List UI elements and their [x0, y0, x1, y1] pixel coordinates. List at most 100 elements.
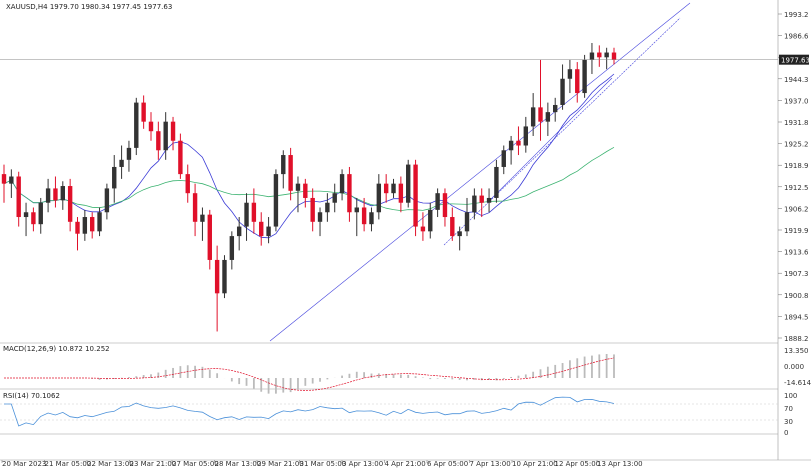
time-tick-label: 20 Mar 2023: [2, 460, 46, 468]
candle-body: [604, 52, 609, 58]
candle: [163, 112, 168, 160]
candle: [112, 155, 117, 203]
candle: [45, 178, 51, 213]
chart-header: XAUUSD,H4 1979.70 1980.34 1977.45 1977.6…: [6, 3, 172, 11]
rsi-tick-label: 0: [784, 429, 788, 437]
candle-body: [479, 195, 484, 203]
candle: [134, 97, 139, 156]
candle-body: [119, 159, 124, 167]
price-tick-label: 1925.2: [784, 141, 809, 149]
candle-body: [508, 140, 514, 151]
current-price-label: 1977.63: [781, 57, 810, 65]
candle-body: [89, 217, 95, 232]
candle: [310, 188, 315, 232]
candle-body: [310, 197, 315, 222]
candle-body: [303, 183, 308, 198]
candle: [538, 59, 543, 141]
candle: [420, 212, 426, 241]
candle: [611, 47, 617, 65]
candle-body: [530, 107, 536, 127]
candle-body: [317, 212, 323, 222]
candle-body: [200, 214, 205, 222]
candle-body: [60, 186, 65, 201]
candle: [567, 59, 573, 94]
channel-lower-line: [443, 17, 681, 246]
candle: [457, 226, 462, 251]
candle-body: [516, 140, 521, 146]
price-tick-label: 1918.9: [784, 162, 809, 170]
candle-body: [361, 207, 367, 225]
candle-body: [104, 188, 110, 213]
current-price-badge: [779, 54, 809, 65]
candle-body: [589, 52, 595, 60]
candle: [589, 42, 595, 74]
time-tick-label: 21 Mar 05:00: [45, 460, 92, 468]
candle: [494, 159, 499, 203]
candle-body: [450, 217, 455, 237]
candle: [479, 188, 484, 218]
candle: [192, 183, 198, 237]
candle-body: [134, 102, 139, 148]
candle: [273, 169, 279, 232]
candle-body: [354, 207, 359, 213]
macd-tick-label: -14.614: [784, 379, 811, 387]
candle-body: [82, 217, 88, 234]
candle: [435, 188, 440, 218]
candle: [156, 121, 161, 160]
candle: [60, 181, 65, 210]
candle: [266, 217, 271, 244]
time-tick-label: 10 Apr 21:00: [512, 460, 558, 468]
candle-body: [9, 176, 14, 184]
price-tick-label: 1894.5: [784, 313, 809, 321]
candle-body: [347, 174, 352, 213]
candle-body: [45, 188, 51, 203]
candle: [236, 217, 242, 251]
candle-body: [501, 150, 506, 167]
macd-label: MACD(12,26,9) 10.872 10.252: [3, 345, 110, 353]
candle-body: [75, 221, 80, 234]
candle-body: [222, 259, 227, 294]
price-tick-label: 1912.5: [784, 184, 809, 192]
candle: [442, 188, 448, 227]
candle: [281, 150, 286, 189]
channel-mid-line: [487, 77, 613, 203]
candle: [9, 169, 14, 198]
candle: [398, 176, 404, 213]
candle-body: [553, 104, 558, 113]
candle-body: [67, 186, 73, 222]
time-tick-label: 31 Mar 05:00: [300, 460, 347, 468]
rsi-tick-label: 100: [784, 392, 797, 400]
candle: [214, 245, 220, 332]
candle: [472, 188, 477, 220]
candle-body: [391, 183, 396, 194]
candle: [406, 159, 411, 208]
candle-body: [244, 202, 249, 227]
candle: [97, 207, 102, 237]
candle: [317, 207, 323, 237]
candle: [597, 45, 602, 67]
candle: [119, 145, 124, 179]
candle: [369, 207, 374, 232]
price-tick-label: 1944.3: [784, 76, 809, 84]
macd-tick-label: 13.350: [784, 347, 809, 355]
time-tick-label: 27 Mar 05:00: [172, 460, 219, 468]
candle: [23, 202, 29, 237]
candle-body: [170, 121, 176, 141]
macd-tick-label: 0.000: [784, 363, 804, 371]
candle-body: [53, 188, 58, 201]
candle: [376, 174, 382, 220]
candle: [200, 207, 205, 241]
candle: [530, 93, 536, 136]
candle: [428, 202, 433, 239]
candle: [486, 188, 492, 213]
candle: [508, 135, 514, 165]
candle: [53, 176, 58, 208]
price-tick-label: 1906.2: [784, 205, 809, 213]
candle-body: [1, 174, 7, 184]
candle-body: [16, 176, 21, 218]
candle: [604, 47, 609, 70]
candle: [295, 176, 301, 213]
rsi-label: RSI(14) 70.1062: [3, 392, 60, 400]
candle-body: [369, 212, 374, 225]
